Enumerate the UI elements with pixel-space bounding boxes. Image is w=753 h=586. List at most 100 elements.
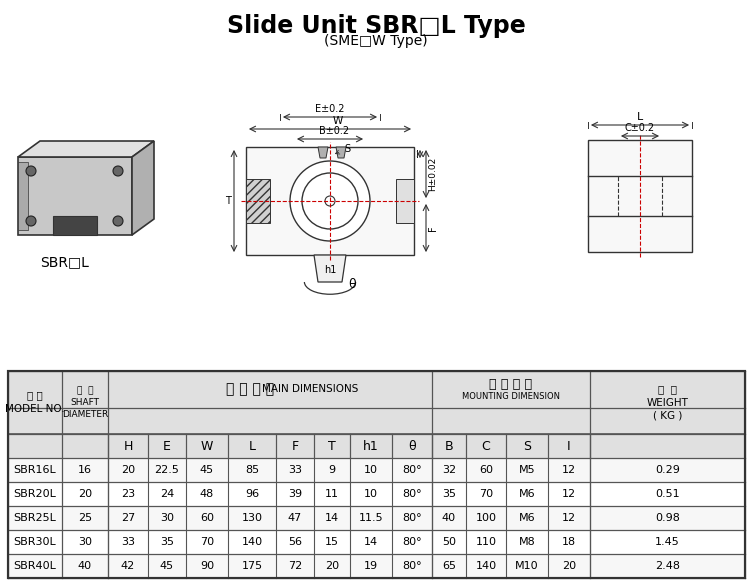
Text: 24: 24 bbox=[160, 489, 174, 499]
Text: MOUNTING DIMENSION: MOUNTING DIMENSION bbox=[462, 392, 560, 401]
Polygon shape bbox=[132, 141, 154, 235]
Circle shape bbox=[290, 161, 370, 241]
Text: F: F bbox=[291, 440, 298, 452]
Text: (SME□W Type): (SME□W Type) bbox=[325, 34, 428, 48]
Text: 14: 14 bbox=[325, 513, 339, 523]
Text: 0.98: 0.98 bbox=[655, 513, 680, 523]
Text: 0.51: 0.51 bbox=[655, 489, 680, 499]
Text: E±0.2: E±0.2 bbox=[316, 104, 345, 114]
Text: 90: 90 bbox=[200, 561, 214, 571]
Text: 20: 20 bbox=[325, 561, 339, 571]
Polygon shape bbox=[8, 530, 745, 554]
Text: 10: 10 bbox=[364, 465, 378, 475]
Text: 140: 140 bbox=[242, 537, 263, 547]
Text: I: I bbox=[567, 440, 571, 452]
Text: 80°: 80° bbox=[402, 489, 422, 499]
Text: MAIN DIMENSIONS: MAIN DIMENSIONS bbox=[262, 384, 358, 394]
Text: M10: M10 bbox=[515, 561, 539, 571]
Text: θ: θ bbox=[408, 440, 416, 452]
Text: 33: 33 bbox=[121, 537, 135, 547]
Text: L: L bbox=[248, 440, 255, 452]
Text: 2.48: 2.48 bbox=[655, 561, 680, 571]
Polygon shape bbox=[396, 179, 414, 223]
Polygon shape bbox=[18, 141, 154, 157]
Text: 23: 23 bbox=[121, 489, 135, 499]
Text: 轴  径
SHAFT
DIAMETER: 轴 径 SHAFT DIAMETER bbox=[62, 386, 108, 419]
Text: 56: 56 bbox=[288, 537, 302, 547]
Text: 96: 96 bbox=[245, 489, 259, 499]
Text: I: I bbox=[416, 150, 419, 160]
Text: θ: θ bbox=[348, 278, 355, 291]
Text: 33: 33 bbox=[288, 465, 302, 475]
Text: h1: h1 bbox=[363, 440, 379, 452]
Text: 85: 85 bbox=[245, 465, 259, 475]
Text: 45: 45 bbox=[200, 465, 214, 475]
Polygon shape bbox=[336, 147, 346, 158]
Text: L: L bbox=[637, 112, 643, 122]
Text: 50: 50 bbox=[442, 537, 456, 547]
Text: S: S bbox=[335, 144, 350, 154]
Text: SBR30L: SBR30L bbox=[14, 537, 56, 547]
Circle shape bbox=[26, 166, 36, 176]
Text: 175: 175 bbox=[242, 561, 263, 571]
Text: 25: 25 bbox=[78, 513, 92, 523]
Polygon shape bbox=[318, 147, 328, 158]
Text: C: C bbox=[482, 440, 490, 452]
Text: 27: 27 bbox=[121, 513, 135, 523]
Text: 0.29: 0.29 bbox=[655, 465, 680, 475]
Polygon shape bbox=[246, 179, 270, 223]
Text: 重  量
WEIGHT
( KG ): 重 量 WEIGHT ( KG ) bbox=[647, 384, 688, 421]
Polygon shape bbox=[53, 216, 97, 235]
Text: 35: 35 bbox=[160, 537, 174, 547]
Text: C±0.2: C±0.2 bbox=[625, 123, 655, 133]
Text: E: E bbox=[163, 440, 171, 452]
Text: 22.5: 22.5 bbox=[154, 465, 179, 475]
Text: 70: 70 bbox=[200, 537, 214, 547]
Text: B±0.2: B±0.2 bbox=[319, 126, 349, 136]
Polygon shape bbox=[588, 140, 692, 252]
Polygon shape bbox=[18, 157, 132, 235]
Text: 12: 12 bbox=[562, 489, 576, 499]
Text: M8: M8 bbox=[519, 537, 535, 547]
Text: SBR□L: SBR□L bbox=[41, 255, 90, 269]
Text: SBR20L: SBR20L bbox=[14, 489, 56, 499]
Text: 60: 60 bbox=[479, 465, 493, 475]
Text: 15: 15 bbox=[325, 537, 339, 547]
Text: 65: 65 bbox=[442, 561, 456, 571]
Text: 12: 12 bbox=[562, 465, 576, 475]
Polygon shape bbox=[246, 147, 414, 255]
Text: W: W bbox=[201, 440, 213, 452]
Polygon shape bbox=[8, 482, 745, 506]
Text: 20: 20 bbox=[78, 489, 92, 499]
Text: M5: M5 bbox=[519, 465, 535, 475]
Text: 型 号
MODEL NO.: 型 号 MODEL NO. bbox=[5, 390, 65, 414]
Text: 48: 48 bbox=[200, 489, 214, 499]
Polygon shape bbox=[8, 554, 745, 578]
Text: W: W bbox=[333, 116, 343, 126]
Text: 130: 130 bbox=[242, 513, 263, 523]
Text: 100: 100 bbox=[475, 513, 496, 523]
Text: 30: 30 bbox=[78, 537, 92, 547]
Text: F: F bbox=[428, 225, 438, 231]
Text: 主 要 尺 寸: 主 要 尺 寸 bbox=[226, 383, 274, 397]
Text: M6: M6 bbox=[519, 489, 535, 499]
Circle shape bbox=[26, 216, 36, 226]
Text: 1.45: 1.45 bbox=[655, 537, 680, 547]
Text: 80°: 80° bbox=[402, 537, 422, 547]
Text: 80°: 80° bbox=[402, 561, 422, 571]
Text: H±0.02: H±0.02 bbox=[428, 157, 437, 191]
Text: 80°: 80° bbox=[402, 513, 422, 523]
Text: 14: 14 bbox=[364, 537, 378, 547]
Text: 140: 140 bbox=[475, 561, 496, 571]
Circle shape bbox=[113, 166, 123, 176]
Text: 18: 18 bbox=[562, 537, 576, 547]
Text: 35: 35 bbox=[442, 489, 456, 499]
Text: 10: 10 bbox=[364, 489, 378, 499]
Text: 80°: 80° bbox=[402, 465, 422, 475]
Text: H: H bbox=[123, 440, 133, 452]
Text: 9: 9 bbox=[328, 465, 336, 475]
Text: S: S bbox=[523, 440, 531, 452]
Text: 11.5: 11.5 bbox=[358, 513, 383, 523]
Text: 47: 47 bbox=[288, 513, 302, 523]
Text: 12: 12 bbox=[562, 513, 576, 523]
